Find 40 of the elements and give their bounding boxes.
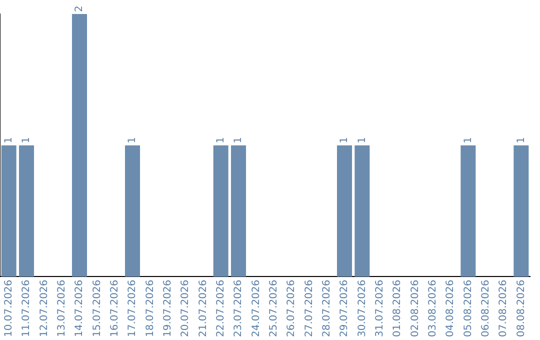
x-tick-label: 10.07.2026 xyxy=(3,280,14,338)
data-label: 1 xyxy=(215,136,226,144)
data-label: 1 xyxy=(3,136,14,144)
x-tick-label: 12.07.2026 xyxy=(38,280,50,338)
x-tick-label: 24.07.2026 xyxy=(250,280,262,338)
x-tick-label: 04.08.2026 xyxy=(445,280,456,338)
x-tick-label: 16.07.2026 xyxy=(109,280,120,338)
x-tick-label: 05.08.2026 xyxy=(462,280,474,338)
data-label: 1 xyxy=(233,136,244,144)
x-tick-label: 01.08.2026 xyxy=(392,280,404,338)
data-label: 1 xyxy=(516,136,527,144)
data-label: 1 xyxy=(356,136,368,144)
x-tick-label: 20.07.2026 xyxy=(180,280,192,338)
x-tick-label: 15.07.2026 xyxy=(92,280,103,338)
data-label: 1 xyxy=(462,136,474,144)
x-tick-label: 22.07.2026 xyxy=(215,280,226,338)
x-tick-label: 26.07.2026 xyxy=(286,280,298,338)
x-tick-label: 07.08.2026 xyxy=(498,280,510,338)
x-tick-label: 02.08.2026 xyxy=(410,280,421,338)
x-tick-label: 17.07.2026 xyxy=(127,280,138,338)
x-tick-label: 29.07.2026 xyxy=(339,280,350,338)
x-tick-label: 25.07.2026 xyxy=(268,280,280,338)
x-tick-label: 06.08.2026 xyxy=(480,280,492,338)
data-label: 2 xyxy=(74,6,86,12)
x-tick-label: 31.07.2026 xyxy=(374,280,386,338)
x-tick-label: 27.07.2026 xyxy=(304,280,315,338)
x-tick-label: 11.07.2026 xyxy=(21,280,32,338)
x-tick-label: 23.07.2026 xyxy=(233,280,244,338)
x-tick-label: 30.07.2026 xyxy=(356,280,368,338)
data-label: 1 xyxy=(21,136,32,144)
x-tick-label: 08.08.2026 xyxy=(516,280,527,338)
x-tick-label: 03.08.2026 xyxy=(427,280,438,338)
x-tick-label: 28.07.2026 xyxy=(321,280,332,338)
data-label: 1 xyxy=(127,136,138,144)
x-tick-label: 13.07.2026 xyxy=(56,280,68,338)
x-tick-label: 18.07.2026 xyxy=(144,280,156,338)
x-tick-label: 21.07.2026 xyxy=(198,280,209,338)
x-tick-label: 14.07.2026 xyxy=(74,280,86,338)
x-tick-label: 19.07.2026 xyxy=(162,280,174,338)
data-label: 1 xyxy=(339,136,350,144)
